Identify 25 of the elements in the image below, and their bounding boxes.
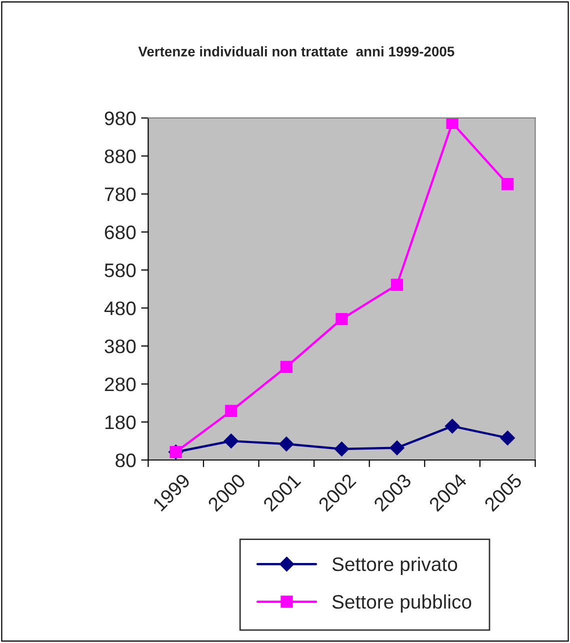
y-tick-label: 980 [104,111,136,126]
point [500,430,515,446]
legend-label: Settore privato [332,556,458,575]
point [279,436,294,452]
y-tick-label: 680 [104,225,136,240]
y-tick-label: 880 [104,149,136,164]
point [224,434,239,448]
chart-title: Vertenze individuali non trattate anni 1999-2005 [138,46,454,56]
y-tick-label: 180 [105,415,136,430]
y-tick-label: 580 [104,263,136,278]
point [225,404,238,418]
y-tick-label: 280 [104,377,136,392]
y-tick-label: 380 [104,339,136,354]
point [390,440,404,456]
y-tick-label: 80 [116,453,136,468]
point [446,118,458,130]
legend-label: Settore pubblico [332,594,472,613]
point [334,442,350,456]
y-tick-label: 780 [104,187,136,202]
point [336,312,348,326]
point [390,278,404,291]
y-tick-label: 480 [104,301,136,316]
point [280,360,292,373]
point [444,418,460,434]
point [502,178,514,190]
